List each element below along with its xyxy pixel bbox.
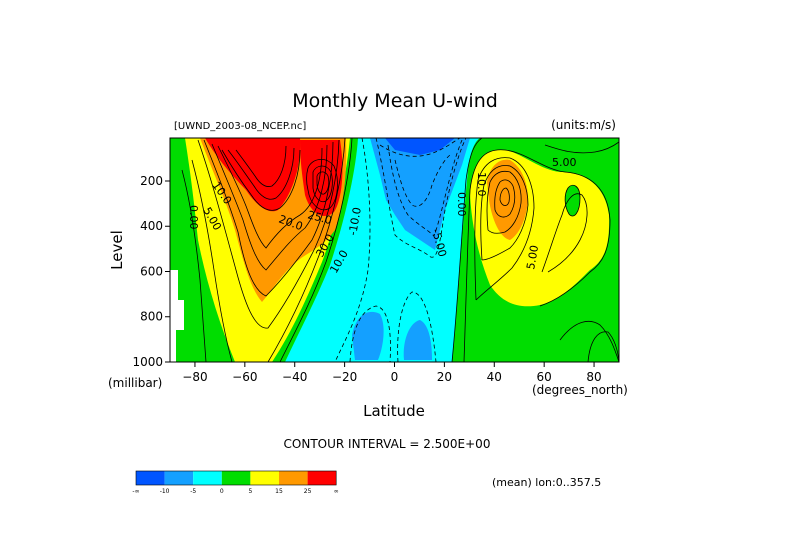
colorbar-swatch [250, 471, 279, 485]
contour-line-sh-2 [197, 139, 340, 329]
x-tick-label: −20 [332, 370, 357, 384]
easterly-contour-4 [394, 154, 451, 207]
region-easterly-mid [370, 138, 470, 250]
x-tick-label: −60 [232, 370, 257, 384]
colorbar-swatch [193, 471, 222, 485]
contour-line-sh-7 [227, 147, 295, 200]
contour-line-nh-7 [544, 141, 619, 154]
easterly-contours [334, 138, 467, 362]
units-label: (units:m/s) [551, 118, 616, 132]
colorbar-frame [135, 470, 337, 486]
contour-line-nh-6 [499, 187, 510, 206]
x-tick-label: 20 [437, 370, 452, 384]
colorbar-swatch [164, 471, 194, 485]
region-sh-jet-core-a [205, 138, 301, 212]
contour-line-sh-3 [203, 139, 334, 297]
contour-field [170, 138, 619, 362]
colorbar-tick-label: 25 [304, 488, 312, 495]
contour-line-sh-zero [181, 169, 207, 362]
y-axis-title: Level [108, 230, 126, 270]
dataset-name: [UWND_2003-08_NCEP.nc] [174, 121, 306, 132]
easterly-contour-1 [334, 138, 371, 362]
x-tick-label: 60 [537, 370, 552, 384]
y-tick-label: 600 [140, 264, 163, 278]
y-tick-label: 800 [140, 310, 163, 324]
contour-line-jet-2 [312, 165, 333, 203]
region-nh-westerly-cell [565, 185, 580, 217]
contour-line-nh-8 [541, 193, 588, 273]
x-tick-label: 40 [487, 370, 502, 384]
colorbar-tick-label: ∞ [334, 488, 339, 495]
colorbar-tick-label: -10 [160, 488, 170, 495]
contour-line-sh-8 [235, 145, 287, 187]
contour-label: 0.00 [187, 205, 200, 230]
region-easterly-strong [385, 138, 455, 155]
contour-label: 25.0 [306, 208, 333, 227]
colorbar-tick-label: -5 [190, 488, 196, 495]
x-axis: −80 −60 −40 −20 0 20 40 60 80 [182, 362, 602, 384]
y-tick-label: 400 [140, 219, 163, 233]
contour-line-sh-4 [211, 143, 328, 271]
contour-line-nh-3 [480, 165, 529, 261]
colorbar-swatch [279, 471, 308, 485]
colorbar-swatch [221, 471, 251, 485]
x-axis-title: Latitude [363, 402, 425, 420]
contour-line-sh-0 [279, 138, 353, 362]
region-easterly-lower-1 [352, 311, 384, 360]
colorbar-swatch [136, 471, 165, 485]
contour-label: -10.0 [346, 206, 364, 236]
contour-line-nh-1 [463, 149, 611, 362]
footnote: (mean) lon:0..357.5 [492, 476, 601, 489]
contour-line-sh-6 [221, 149, 301, 211]
contour-line-sh-zero-b [191, 159, 233, 362]
contour-label: 0.00 [455, 192, 468, 217]
x-tick-label: −40 [282, 370, 307, 384]
contour-label: 10.0 [475, 172, 488, 197]
y-axis: 200 400 600 800 1000 [132, 174, 170, 369]
x-tick-label: 0 [391, 370, 399, 384]
colorbar-tick-label: -∞ [132, 488, 139, 495]
y-tick-label: 200 [140, 174, 163, 188]
contour-label: 5.00 [552, 156, 577, 169]
colorbar-tick-label: 15 [275, 488, 283, 495]
colorbar-tick-label: 0 [220, 488, 224, 495]
contour-line-jet-1 [306, 159, 338, 211]
contour-line-nh-cell [564, 184, 581, 217]
contour-line-nh-10 [587, 331, 619, 362]
region-nh-westerly-15 [487, 159, 528, 240]
chart-title: Monthly Mean U-wind [292, 90, 498, 112]
easterly-contour-3 [387, 139, 463, 237]
y-tick-label: 1000 [132, 355, 163, 369]
region-missing-data [170, 270, 184, 362]
easterly-contour-6 [397, 291, 437, 362]
contour-line-nh-2 [474, 157, 535, 301]
contour-lines [181, 138, 619, 362]
x-tick-label: −80 [182, 370, 207, 384]
colorbar-swatch [307, 471, 337, 485]
contour-line-nh-4 [486, 170, 522, 234]
easterly-contour-5 [349, 305, 391, 362]
x-units: (degrees_north) [532, 383, 628, 397]
x-tick-label: 80 [586, 370, 601, 384]
region-easterly-lower-2 [403, 320, 432, 360]
contour-line-sh-1 [267, 138, 346, 362]
colorbar: -∞ -10 -5 0 5 15 25 ∞ [132, 470, 339, 495]
contour-line-jet-3 [316, 171, 330, 195]
contour-line-nh-9 [559, 320, 619, 362]
colorbar-tick-label: 5 [248, 488, 252, 495]
y-units: (millibar) [108, 376, 162, 390]
easterly-contour-7 [379, 138, 461, 157]
contour-label: 5.00 [524, 244, 541, 270]
contour-line-sh-5 [217, 145, 323, 249]
contour-interval: CONTOUR INTERVAL = 2.500E+00 [284, 437, 491, 451]
contour-line-nh-5 [494, 179, 516, 218]
contour-line-nh-0 [451, 138, 483, 362]
